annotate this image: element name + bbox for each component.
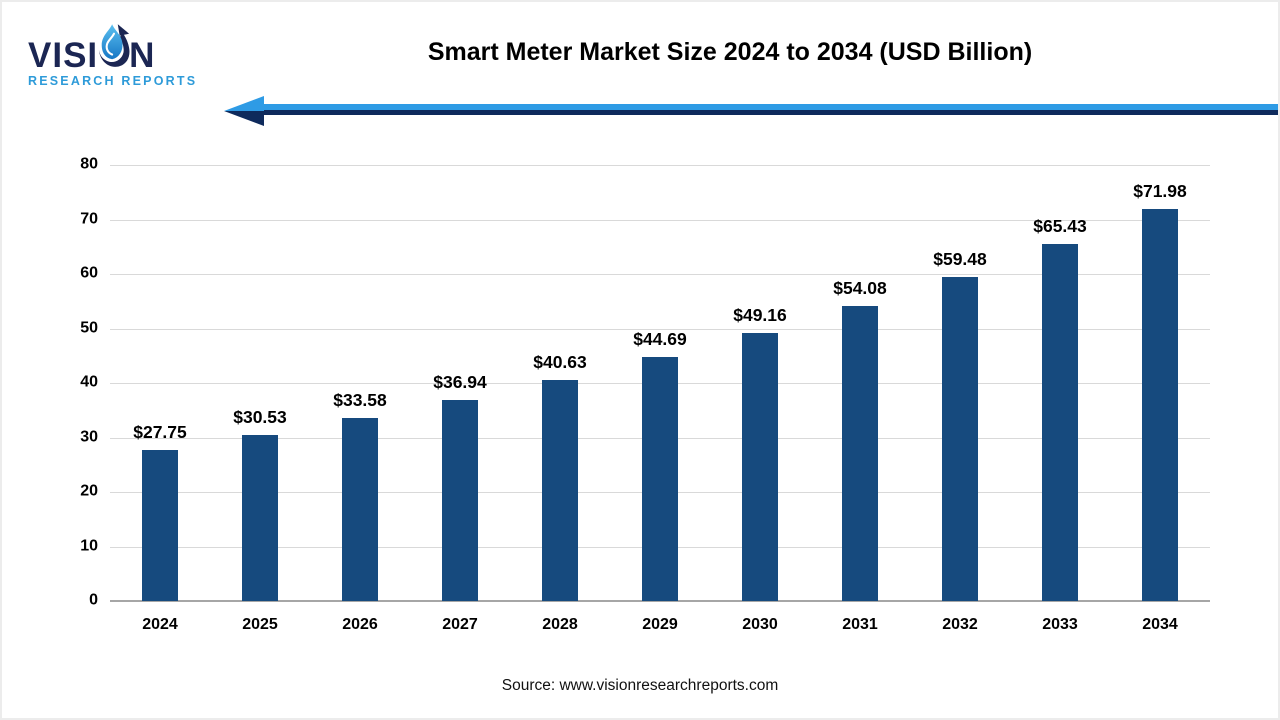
- x-tick-label: 2028: [542, 616, 578, 633]
- x-tick-label: 2025: [242, 616, 278, 633]
- bar-2026: [342, 418, 378, 601]
- x-tick-label: 2032: [942, 616, 978, 633]
- x-tick-label: 2034: [1142, 616, 1178, 633]
- bar-2029: [642, 357, 678, 601]
- left-arrow-divider: [224, 96, 1278, 126]
- bar-2034: [1142, 208, 1178, 601]
- x-axis-labels: 2024 2025 2026 2027 2028 2029 2030 2031 2032 2033…: [110, 614, 1210, 638]
- y-tick-label: 10: [80, 537, 98, 555]
- y-tick-label: 60: [80, 264, 98, 282]
- bar-value-label: $44.69: [633, 329, 687, 350]
- bar-2031: [842, 306, 878, 601]
- gridline: [110, 274, 1210, 275]
- x-tick-label: 2033: [1042, 616, 1078, 633]
- bar-2027: [442, 399, 478, 601]
- gridline: [110, 165, 1210, 166]
- y-tick-label: 20: [80, 482, 98, 500]
- logo-wordmark: VISI N: [28, 14, 218, 75]
- bar-2025: [242, 434, 278, 601]
- vision-research-reports-logo: VISI N RESEARCH REPORTS: [28, 14, 218, 88]
- x-tick-label: 2024: [142, 616, 178, 633]
- bar-2024: [142, 449, 178, 601]
- x-tick-label: 2031: [842, 616, 878, 633]
- x-tick-label: 2027: [442, 616, 478, 633]
- bar-value-label: $40.63: [533, 351, 587, 372]
- y-tick-label: 70: [80, 210, 98, 228]
- bar-value-label: $54.08: [833, 278, 887, 299]
- bar-value-label: $71.98: [1133, 180, 1187, 201]
- y-tick-label: 0: [89, 591, 98, 609]
- x-tick-label: 2029: [642, 616, 678, 633]
- logo-subtitle: RESEARCH REPORTS: [28, 74, 198, 88]
- bar-value-label: $59.48: [933, 248, 987, 269]
- x-tick-label: 2030: [742, 616, 778, 633]
- bar-2030: [742, 333, 778, 601]
- y-tick-label: 30: [80, 428, 98, 446]
- bar-2028: [542, 379, 578, 601]
- bar-2032: [942, 276, 978, 601]
- x-axis-line: [110, 600, 1210, 602]
- x-tick-label: 2026: [342, 616, 378, 633]
- bar-value-label: $30.53: [233, 406, 287, 427]
- bar-2033: [1042, 244, 1078, 601]
- chart-title: Smart Meter Market Size 2024 to 2034 (US…: [427, 38, 1033, 66]
- gridline: [110, 219, 1210, 221]
- y-tick-label: 80: [80, 155, 98, 173]
- bar-value-label: $27.75: [133, 421, 187, 442]
- bar-value-label: $36.94: [433, 371, 487, 392]
- y-axis-labels: 0 10 20 30 40 50 60 70 80: [42, 156, 98, 609]
- logo-text-suffix: N: [129, 35, 156, 75]
- gridline: [110, 328, 1210, 330]
- water-drop-arrow-icon: [99, 24, 130, 67]
- y-tick-label: 40: [80, 373, 98, 391]
- bar-value-label: $49.16: [733, 305, 787, 326]
- bar-value-label: $33.58: [333, 390, 387, 410]
- plot-area: $27.75 $30.53 $33.58 $36.94 $40.63 $44.69 $49.…: [110, 165, 1210, 602]
- source-text: Source: www.visionresearchreports.com: [501, 677, 779, 694]
- logo-text-prefix: VISI: [28, 35, 99, 75]
- y-tick-label: 50: [80, 319, 98, 337]
- bar-value-label: $65.43: [1033, 216, 1087, 237]
